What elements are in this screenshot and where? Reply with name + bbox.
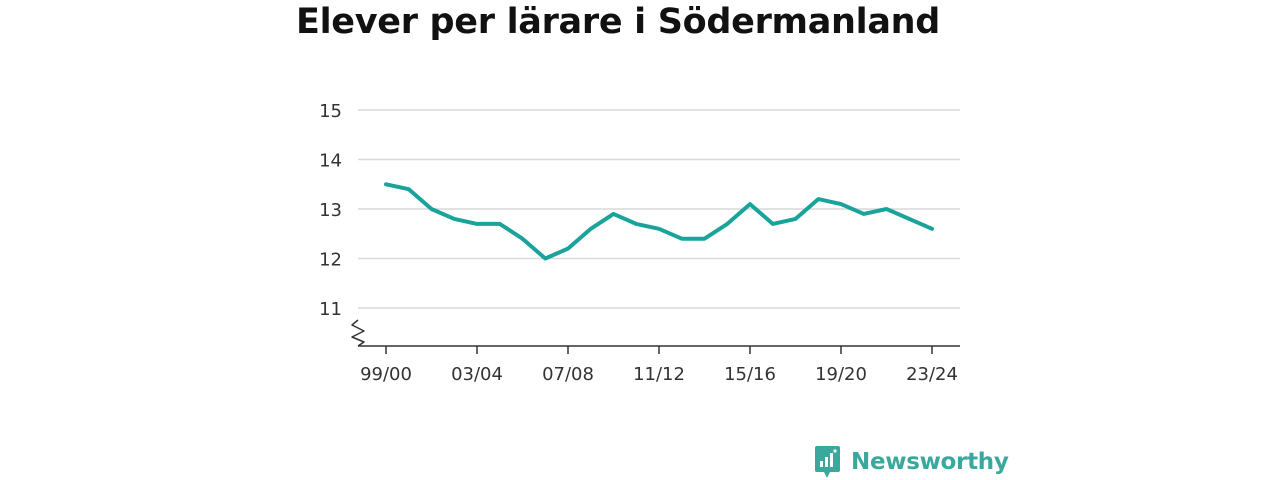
- brand-name: Newsworthy: [851, 449, 1009, 475]
- data-point-05-06: [521, 237, 525, 241]
- chart-title: Elever per lärare i Södermanland: [296, 2, 941, 42]
- data-point-09-10: [612, 212, 616, 216]
- y-axis-break-icon: [351, 319, 365, 347]
- y-tick-label-15: 15: [319, 101, 342, 122]
- data-point-99-00: [384, 182, 388, 186]
- x-tick-label-11-12: 11/12: [633, 364, 685, 385]
- data-point-12-13: [680, 237, 684, 241]
- data-point-03-04: [475, 222, 479, 226]
- data-point-10-11: [634, 222, 638, 226]
- data-point-18-19: [816, 197, 820, 201]
- x-tick-label-19-20: 19/20: [815, 364, 867, 385]
- data-point-13-14: [703, 237, 707, 241]
- data-point-14-15: [725, 222, 729, 226]
- x-tick-label-03-04: 03/04: [451, 364, 503, 385]
- data-point-00-01: [407, 187, 411, 191]
- x-tick-label-07-08: 07/08: [542, 364, 594, 385]
- y-tick-label-11: 11: [319, 299, 342, 320]
- data-point-16-17: [771, 222, 775, 226]
- data-point-06-07: [543, 257, 547, 261]
- newsworthy-logo-icon: [815, 446, 840, 478]
- data-point-23-24: [930, 227, 934, 231]
- data-point-02-03: [452, 217, 456, 221]
- data-point-21-22: [885, 207, 889, 211]
- x-tick-label-15-16: 15/16: [724, 364, 776, 385]
- newsworthy-brand: Newsworthy: [814, 444, 1009, 480]
- data-point-11-12: [657, 227, 661, 231]
- data-point-04-05: [498, 222, 502, 226]
- data-point-17-18: [794, 217, 798, 221]
- data-point-08-09: [589, 227, 593, 231]
- x-tick-label-99-00: 99/00: [360, 364, 412, 385]
- y-tick-label-14: 14: [319, 151, 342, 172]
- series-line-0: [384, 182, 934, 261]
- y-tick-label-13: 13: [319, 200, 342, 221]
- data-point-20-21: [862, 212, 866, 216]
- data-point-15-16: [748, 202, 752, 206]
- data-point-07-08: [566, 247, 570, 251]
- data-point-19-20: [839, 202, 843, 206]
- y-tick-label-12: 12: [319, 250, 342, 271]
- data-point-01-02: [430, 207, 434, 211]
- data-point-22-23: [907, 217, 911, 221]
- x-tick-label-23-24: 23/24: [906, 364, 958, 385]
